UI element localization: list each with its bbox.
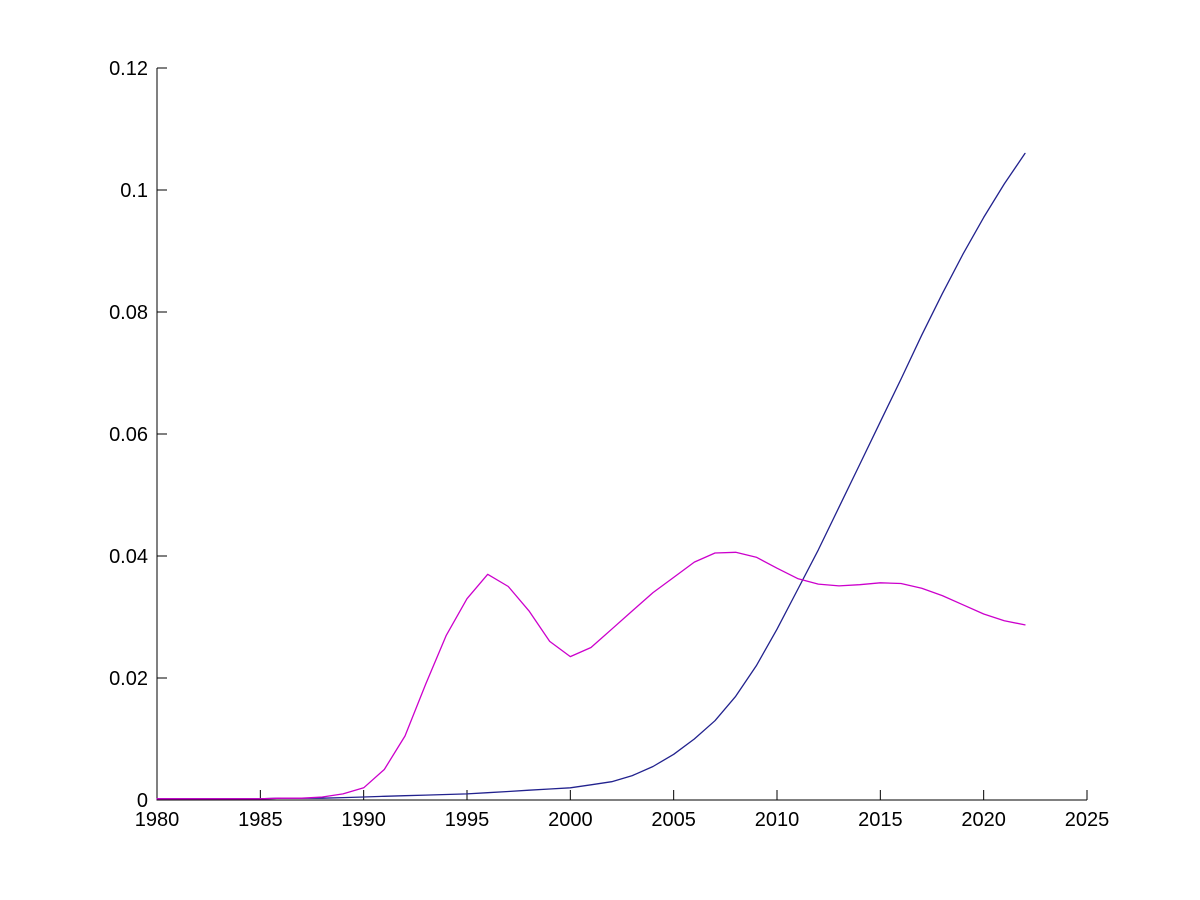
x-tick-label: 1980	[135, 809, 180, 831]
series-blue-line	[156, 152, 1026, 800]
y-tick-label: 0.1	[120, 180, 148, 202]
x-tick-label: 1990	[341, 809, 386, 831]
x-tick-label: 1995	[445, 809, 490, 831]
axes-frame	[156, 68, 1087, 801]
x-tick-label: 1985	[238, 809, 283, 831]
y-tick-label: 0.02	[109, 668, 148, 690]
x-tick-label: 2010	[755, 809, 800, 831]
x-tick-label: 2005	[651, 809, 696, 831]
y-tick-label: 0.06	[109, 424, 148, 446]
x-tick-label: 2020	[961, 809, 1006, 831]
x-tick-label: 2025	[1065, 809, 1110, 831]
series-magenta-line	[156, 551, 1026, 800]
y-tick-label: 0	[137, 790, 148, 812]
y-tick-label: 0.04	[109, 546, 148, 568]
y-tick-label: 0.12	[109, 58, 148, 80]
x-tick-label: 2000	[548, 809, 593, 831]
x-tick-label: 2015	[858, 809, 903, 831]
y-tick-label: 0.08	[109, 302, 148, 324]
